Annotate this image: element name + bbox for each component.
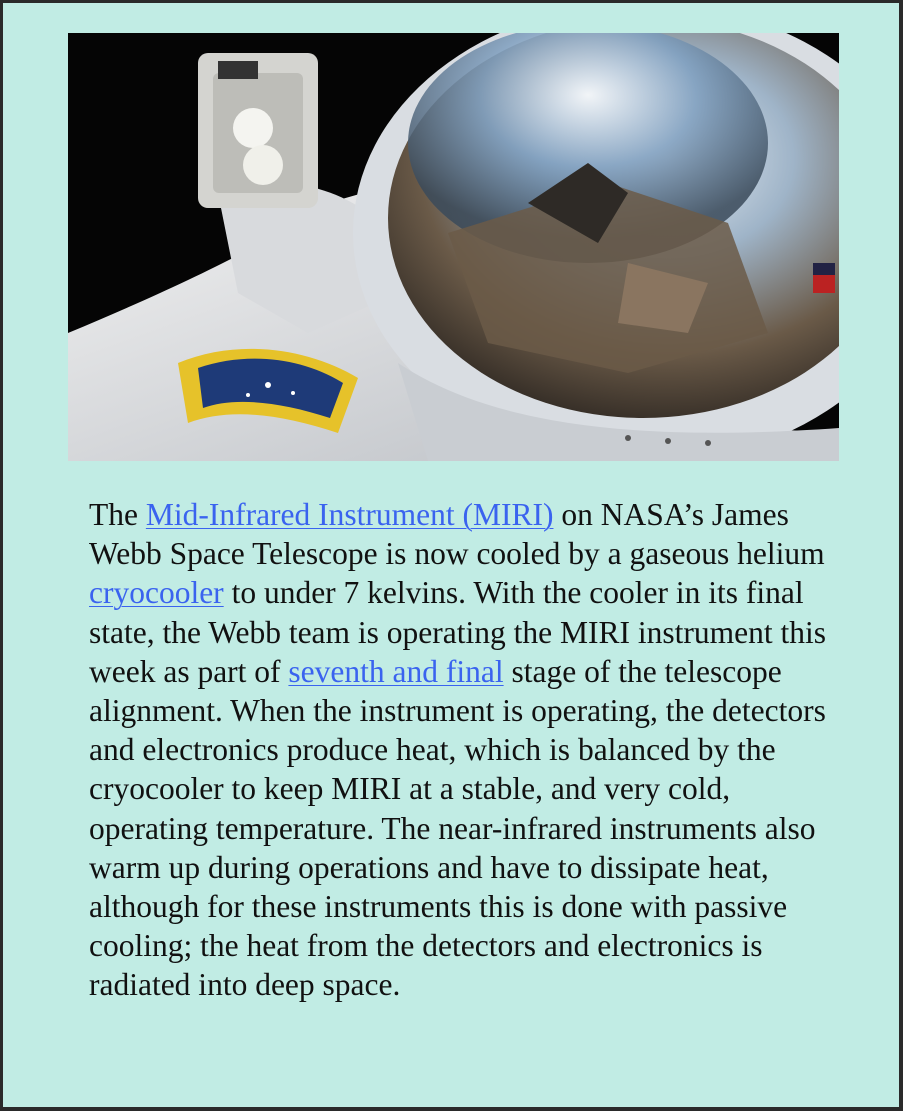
content-card: The Mid-Infrared Instrument (MIRI) on NA… bbox=[3, 3, 899, 1107]
seventh-and-final-link[interactable]: seventh and final bbox=[288, 653, 504, 689]
text-segment: The bbox=[89, 497, 146, 532]
text-segment: on NASA’s James Webb Space Telescope is … bbox=[89, 497, 825, 572]
text-segment: stage of the telescope alignment. When t… bbox=[89, 653, 826, 1003]
astronaut-photo bbox=[68, 33, 839, 461]
text-segment: to under 7 kelvins. With the cooler in i… bbox=[89, 575, 826, 689]
astronaut-helmet-photo bbox=[68, 33, 839, 461]
miri-link[interactable]: Mid-Infrared Instrument (MIRI) bbox=[145, 497, 554, 532]
cryocooler-link[interactable]: cryocooler bbox=[89, 575, 224, 611]
article-paragraph: The Mid-Infrared Instrument (MIRI) on NA… bbox=[89, 495, 829, 1005]
